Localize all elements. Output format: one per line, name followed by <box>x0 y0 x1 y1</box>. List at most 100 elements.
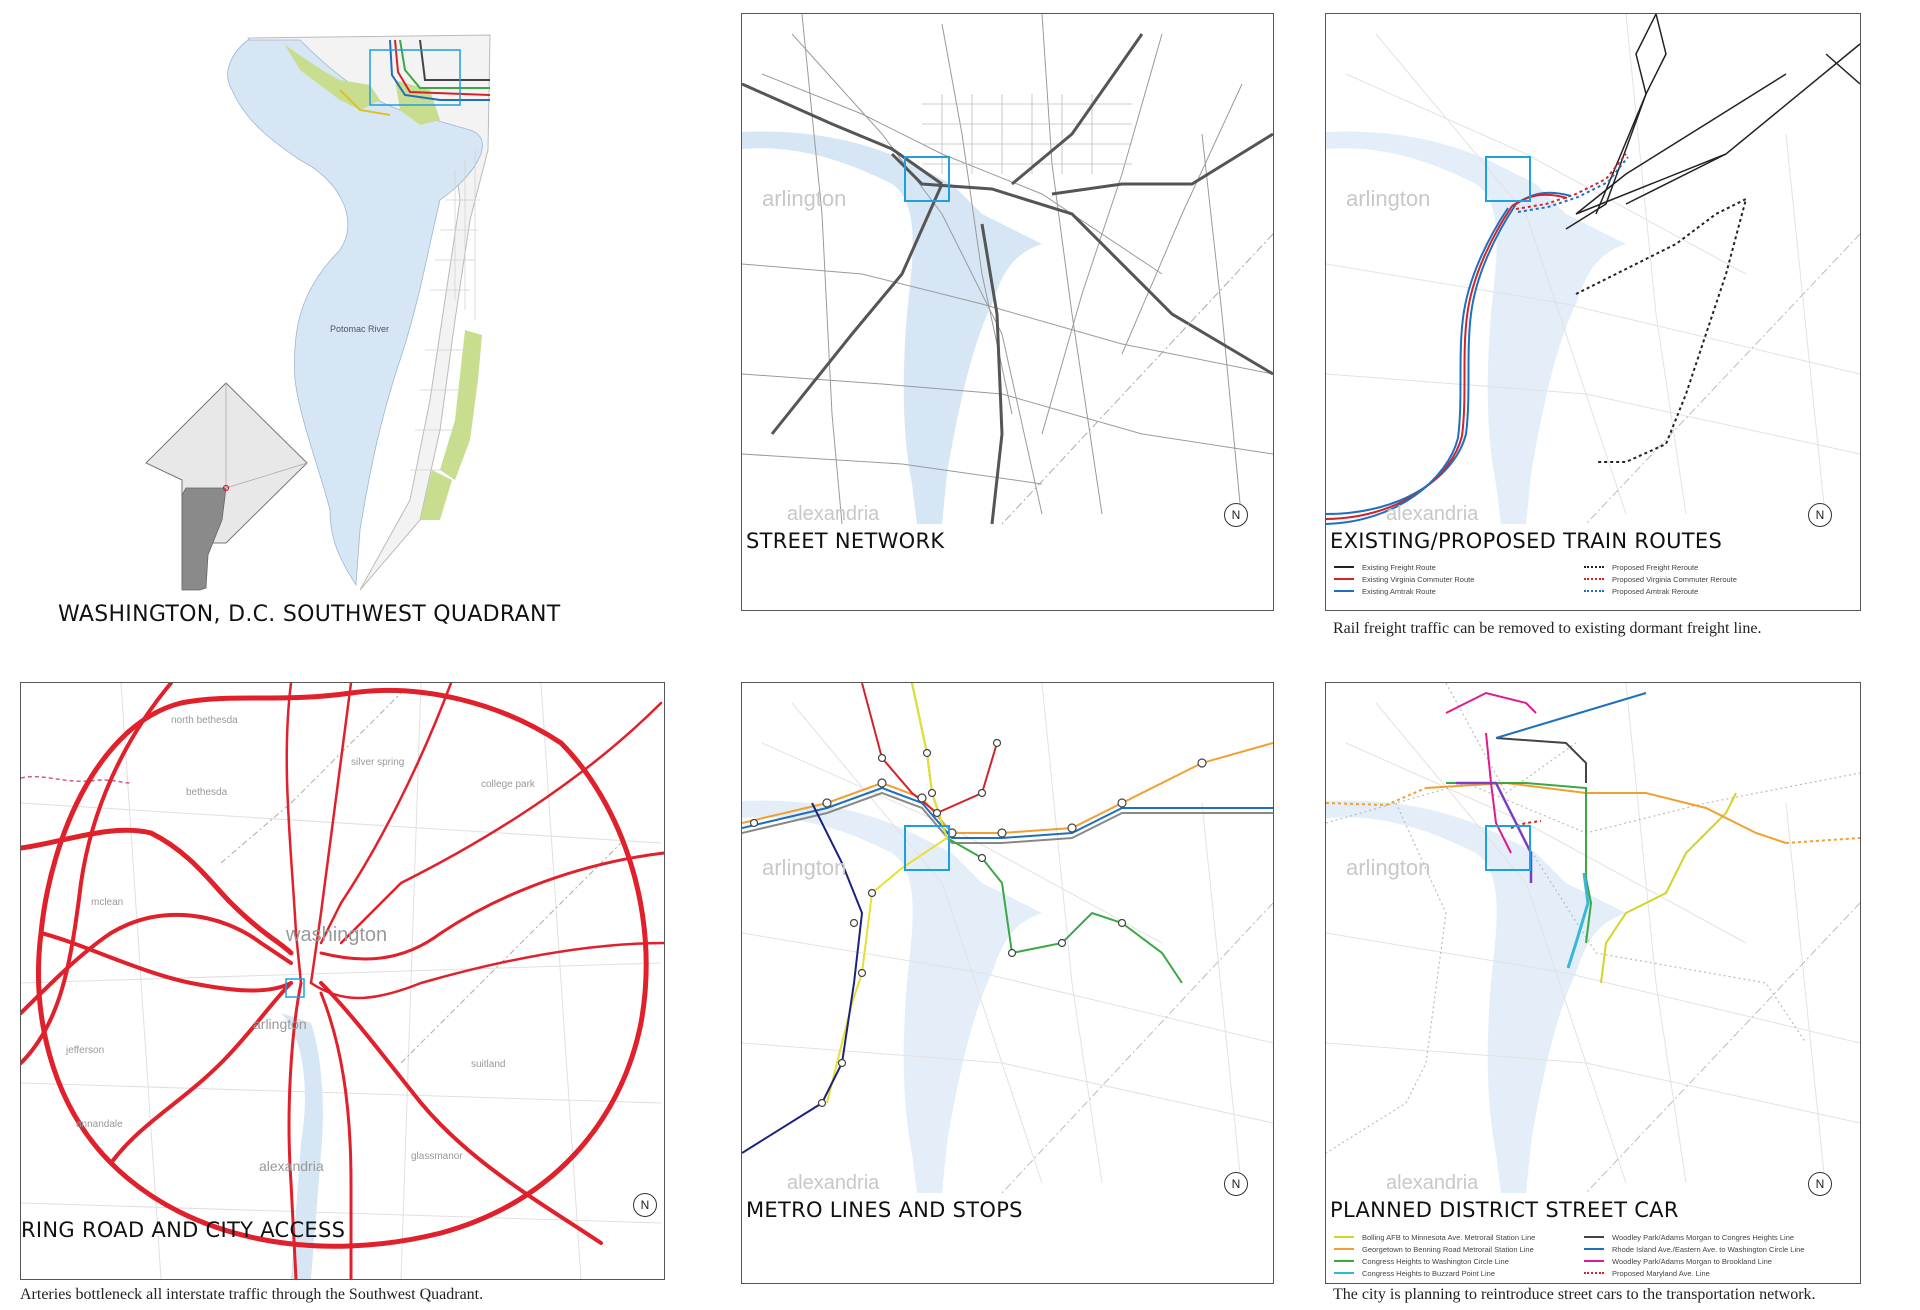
rail-existing <box>1326 191 1572 525</box>
legend-item: Existing Virginia Commuter Route <box>1334 573 1474 585</box>
green-line <box>1446 782 1593 944</box>
alexandria-label: alexandria <box>1386 1172 1479 1194</box>
streetcar-legend-right: Woodley Park/Adams Morgan to Congres Hei… <box>1584 1231 1804 1279</box>
yellow-line <box>1600 792 1737 984</box>
north-arrow: N <box>1224 503 1248 527</box>
streetcar-lines <box>1326 691 1860 984</box>
legend-item: Proposed Amtrak Reroute <box>1584 585 1737 597</box>
maryland-proposed <box>1510 820 1542 829</box>
place-label: arlington <box>253 1016 307 1032</box>
place-label: jefferson <box>65 1045 104 1056</box>
focus-box <box>904 156 950 202</box>
yellow-line <box>826 683 949 1104</box>
legend-item: Bolling AFB to Minnesota Ave. Metrorail … <box>1334 1231 1535 1243</box>
street-network-title: STREET NETWORK <box>746 529 945 553</box>
north-arrow: N <box>633 1193 657 1217</box>
transit-lines <box>339 39 491 116</box>
place-label: college park <box>481 779 536 790</box>
metro-map: arlington alexandria <box>742 683 1273 1194</box>
focus-box <box>1485 156 1531 202</box>
park-area <box>395 80 440 125</box>
train-legend-right: Proposed Freight Reroute Proposed Virgin… <box>1584 561 1737 597</box>
legend-item: Woodley Park/Adams Morgan to Congres Hei… <box>1584 1231 1804 1243</box>
metro-lines <box>742 683 1273 1154</box>
streetcar-caption: The city is planning to reintroduce stre… <box>1333 1286 1816 1303</box>
ring-road-caption: Arteries bottleneck all interstate traff… <box>20 1286 484 1303</box>
metro-title: METRO LINES AND STOPS <box>746 1198 1023 1222</box>
freight-reroute <box>1575 197 1748 463</box>
train-legend-left: Existing Freight Route Existing Virginia… <box>1334 561 1474 597</box>
legend-item: Existing Amtrak Route <box>1334 585 1474 597</box>
park-area <box>420 470 452 520</box>
silver-line <box>742 791 1273 844</box>
place-label: washington <box>285 924 387 946</box>
north-arrow: N <box>1224 1172 1248 1196</box>
alexandria-label: alexandria <box>787 503 880 525</box>
streetcar-title: PLANNED DISTRICT STREET CAR <box>1330 1198 1679 1222</box>
place-label: alexandria <box>259 1158 324 1174</box>
north-arrow: N <box>1808 503 1832 527</box>
magenta-line <box>1445 691 1537 854</box>
arlington-label: arlington <box>1346 186 1430 211</box>
beltway <box>36 687 649 1249</box>
ring-roads <box>21 683 664 1279</box>
train-caption: Rail freight traffic can be removed to e… <box>1333 620 1762 637</box>
ring-road-panel: north bethesda silver spring college par… <box>20 682 665 1280</box>
street-network-map: arlington alexandria <box>742 14 1273 525</box>
train-routes-map: arlington alexandria <box>1326 14 1860 525</box>
legend-item: Woodley Park/Adams Morgan to Brookland L… <box>1584 1255 1804 1267</box>
legend-item: Existing Freight Route <box>1334 561 1474 573</box>
legend-item: Proposed Virginia Commuter Reroute <box>1584 573 1737 585</box>
alexandria-label: alexandria <box>1386 503 1479 525</box>
place-label: glassmanor <box>411 1151 463 1162</box>
freight-existing <box>1565 14 1860 230</box>
overview-map: Potomac River WASHINGTON, D.C. SOUTHWEST… <box>0 0 560 640</box>
sw-quadrant-inset <box>181 487 227 591</box>
place-label: mclean <box>91 897 123 908</box>
focus-box <box>369 49 461 106</box>
amtrak-reroute <box>1517 156 1629 213</box>
gray-line <box>1495 737 1587 783</box>
park-area <box>440 330 482 480</box>
streetcar-panel: arlington alexandria N PLANNED DISTRICT … <box>1325 682 1861 1284</box>
highways <box>742 33 1273 525</box>
ring-road-labels: north bethesda silver spring college par… <box>65 715 536 1174</box>
streetcar-map: arlington alexandria <box>1326 683 1860 1194</box>
legend-item: Proposed Freight Reroute <box>1584 561 1737 573</box>
ring-road-map <box>21 683 664 1279</box>
capitol-marker <box>222 484 230 492</box>
legend-item: Georgetown to Benning Road Metrorail Sta… <box>1334 1243 1535 1255</box>
dc-southwest-map: Potomac River <box>145 34 491 591</box>
focus-box <box>285 978 305 998</box>
metro-panel: arlington alexandria N METRO LINES AND S… <box>741 682 1274 1284</box>
streetcar-legend-left: Bolling AFB to Minnesota Ave. Metrorail … <box>1334 1231 1535 1279</box>
train-routes-panel: arlington alexandria N EXISTING/PROPOSED… <box>1325 13 1861 611</box>
street-grid <box>410 150 480 471</box>
blue-line <box>742 786 1273 839</box>
place-label: bethesda <box>186 787 228 798</box>
overview-title: WASHINGTON, D.C. SOUTHWEST QUADRANT <box>58 602 561 627</box>
place-label: silver spring <box>351 757 404 768</box>
legend-item: Proposed Maryland Ave. Line <box>1584 1267 1804 1279</box>
legend-item: Rhode Island Ave./Eastern Ave. to Washin… <box>1584 1243 1804 1255</box>
blue-line <box>1495 692 1647 739</box>
place-label: north bethesda <box>171 715 238 726</box>
arlington-label: arlington <box>1346 855 1430 880</box>
orange-line <box>742 742 1273 834</box>
focus-box <box>904 825 950 871</box>
focus-box <box>1485 825 1531 871</box>
arlington-label: arlington <box>762 186 846 211</box>
legend-item: Congress Heights to Washington Circle Li… <box>1334 1255 1535 1267</box>
city-grid <box>922 94 1132 174</box>
train-routes-title: EXISTING/PROPOSED TRAIN ROUTES <box>1330 529 1723 553</box>
commuter-reroute <box>1515 153 1627 210</box>
metro-stops <box>749 738 1207 1108</box>
place-label: suitland <box>471 1059 505 1070</box>
potomac-river <box>227 39 483 587</box>
alexandria-label: alexandria <box>787 1172 880 1194</box>
legend-item: Congress Heights to Buzzard Point Line <box>1334 1267 1535 1279</box>
river-label: Potomac River <box>330 324 389 334</box>
north-arrow: N <box>1808 1172 1832 1196</box>
park-area <box>285 45 380 110</box>
street-network-panel: arlington alexandria N STREET NETWORK <box>741 13 1274 611</box>
